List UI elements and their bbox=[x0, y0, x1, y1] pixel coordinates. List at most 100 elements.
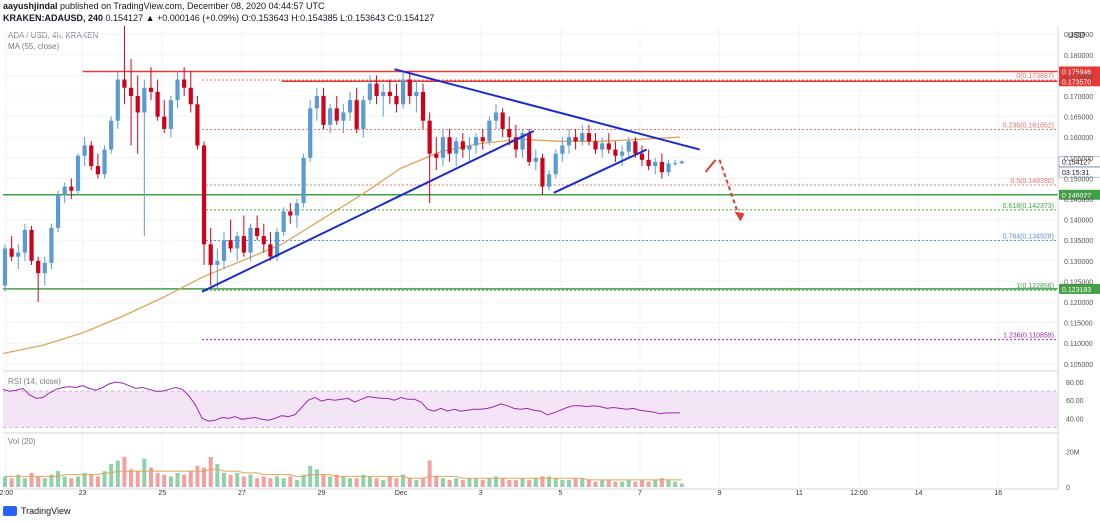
candle-body bbox=[75, 155, 81, 191]
volume-bar bbox=[155, 472, 160, 487]
volume-bar bbox=[679, 483, 684, 487]
volume-bar bbox=[467, 478, 472, 487]
volume-bar bbox=[281, 478, 286, 487]
candle-body bbox=[527, 133, 532, 162]
candle-body bbox=[241, 236, 246, 253]
volume-bar bbox=[374, 478, 379, 487]
candle bbox=[281, 207, 286, 237]
candle bbox=[2, 244, 8, 292]
candle bbox=[679, 160, 684, 164]
candle-body bbox=[162, 116, 167, 129]
volume-bar bbox=[348, 478, 353, 487]
candle-body bbox=[553, 153, 558, 175]
y-tick-label: 0.170000 bbox=[1064, 94, 1093, 101]
fib-level-label: 0(0.173887) bbox=[1016, 73, 1054, 80]
candle bbox=[493, 104, 499, 129]
candle bbox=[221, 231, 227, 270]
volume-bar bbox=[421, 478, 426, 487]
volume-bar bbox=[533, 478, 538, 487]
volume-bar bbox=[500, 478, 505, 487]
volume-bar bbox=[62, 476, 67, 487]
trendlines bbox=[201, 68, 745, 293]
candlestick-chart[interactable]: 0.175946 0.173570 0.146027 0.123183 0(0.1738… bbox=[0, 0, 1100, 503]
volume-bar bbox=[102, 471, 107, 487]
candle-body bbox=[268, 244, 273, 257]
candle bbox=[314, 87, 319, 121]
candle bbox=[673, 159, 678, 167]
volume-bar bbox=[573, 478, 578, 487]
volume-bar bbox=[580, 478, 585, 487]
volume-bar bbox=[188, 471, 193, 487]
candle bbox=[527, 128, 532, 167]
candle-body bbox=[533, 157, 538, 162]
candle bbox=[639, 145, 645, 167]
volume-bar bbox=[593, 481, 598, 487]
candle-body bbox=[613, 149, 618, 156]
candle-body bbox=[513, 137, 519, 150]
candle bbox=[42, 256, 47, 286]
brand-name: TradingView bbox=[21, 506, 71, 516]
x-tick-label: 7 bbox=[638, 490, 642, 497]
candle-body bbox=[55, 194, 61, 228]
y-tick-label: 0.145000 bbox=[1064, 197, 1093, 204]
volume-bar bbox=[480, 479, 485, 487]
candle-body bbox=[288, 211, 293, 216]
volume-bar bbox=[653, 479, 658, 487]
volume-bar bbox=[547, 476, 552, 487]
candle bbox=[361, 95, 366, 138]
volume-bar bbox=[168, 476, 173, 487]
candle bbox=[155, 79, 160, 121]
candle bbox=[606, 133, 611, 154]
forecast-arrow-head bbox=[734, 211, 745, 222]
candle-body bbox=[115, 79, 120, 121]
volume-bar bbox=[633, 481, 638, 487]
candle bbox=[208, 227, 213, 286]
volume-bar bbox=[29, 472, 34, 487]
volume-bar bbox=[494, 476, 499, 487]
candle bbox=[89, 141, 94, 171]
candle-body bbox=[474, 137, 479, 146]
candle bbox=[387, 79, 392, 105]
candle-body bbox=[361, 100, 366, 129]
volume-tick-label: 20M bbox=[1066, 450, 1080, 457]
candle-body bbox=[414, 91, 419, 96]
candle bbox=[102, 145, 107, 179]
volume-bar bbox=[235, 472, 240, 487]
candle bbox=[600, 137, 605, 158]
candle-body bbox=[440, 137, 446, 158]
support-price-tag bbox=[1059, 283, 1100, 294]
volume-bar bbox=[394, 478, 399, 487]
candle-body bbox=[407, 79, 412, 96]
x-tick-label: 11 bbox=[796, 490, 803, 497]
volume-bar bbox=[367, 476, 372, 487]
candle bbox=[228, 219, 233, 253]
candle bbox=[454, 137, 459, 167]
candle-body bbox=[520, 133, 525, 150]
volume-bar bbox=[3, 476, 7, 487]
candle-body bbox=[633, 141, 638, 154]
volume-bar bbox=[600, 479, 605, 487]
candle-body bbox=[235, 236, 240, 249]
volume-bar bbox=[22, 478, 27, 487]
candle-body bbox=[36, 260, 41, 274]
candle-body bbox=[122, 79, 127, 88]
volume-bar bbox=[334, 474, 339, 487]
volume-bar bbox=[387, 476, 392, 487]
volume-bar bbox=[507, 479, 512, 487]
candle bbox=[182, 67, 187, 96]
y-tick-label: 0.130000 bbox=[1064, 259, 1093, 266]
candle-body bbox=[679, 161, 684, 164]
candle bbox=[566, 128, 572, 154]
resistance-price-tag bbox=[1059, 76, 1100, 87]
y-tick-label: 0.150000 bbox=[1064, 176, 1093, 183]
candle bbox=[613, 141, 618, 162]
candle bbox=[175, 71, 180, 109]
candle bbox=[646, 149, 651, 171]
candle-body bbox=[659, 161, 664, 173]
candle-body bbox=[354, 100, 359, 129]
candle-body bbox=[467, 145, 472, 150]
candle bbox=[268, 231, 273, 261]
candle-body bbox=[639, 153, 645, 160]
ma-legend: MA (55, close) bbox=[8, 42, 60, 51]
rsi-tick-label: 80.00 bbox=[1066, 380, 1084, 387]
